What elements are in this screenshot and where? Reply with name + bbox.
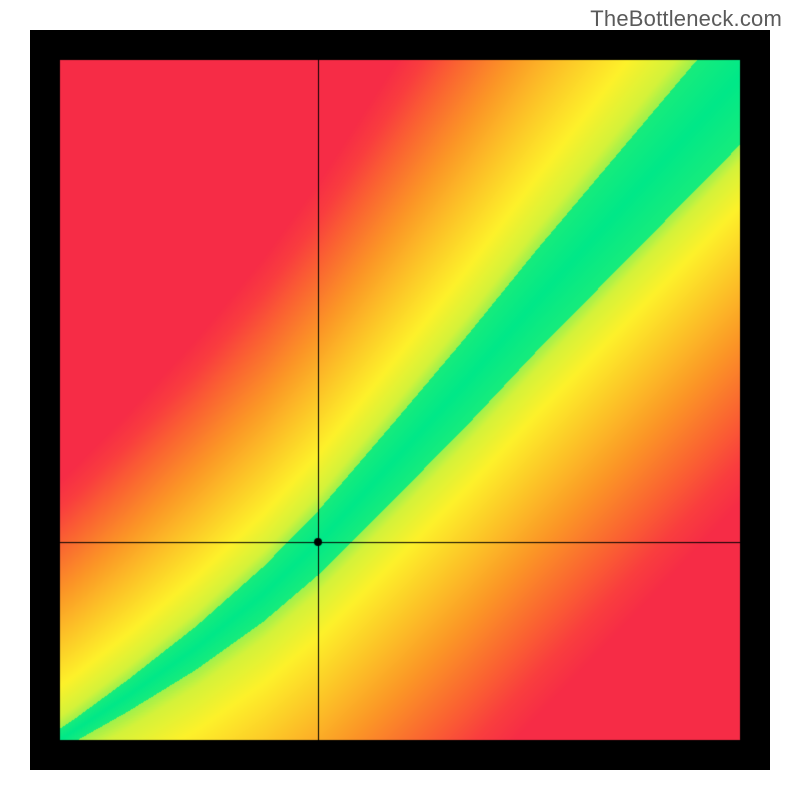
- watermark-text: TheBottleneck.com: [590, 6, 782, 32]
- heatmap-canvas: [30, 30, 770, 770]
- plot-frame: [30, 30, 770, 770]
- figure-container: TheBottleneck.com: [0, 0, 800, 800]
